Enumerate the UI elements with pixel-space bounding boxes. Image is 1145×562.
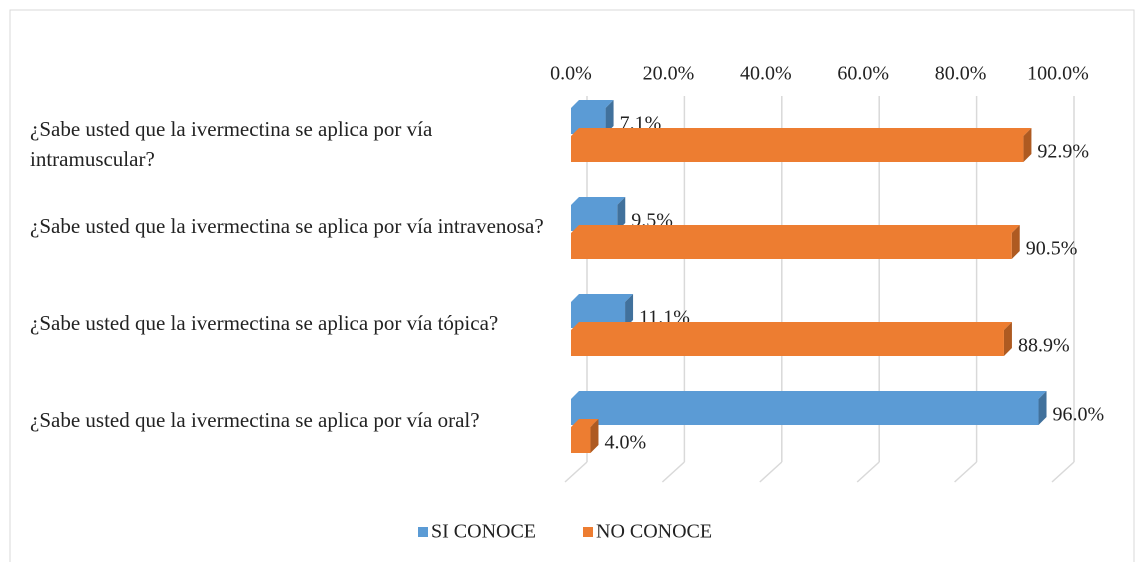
bar-top — [571, 419, 599, 427]
bar — [571, 427, 591, 453]
bar-top — [571, 322, 1012, 330]
grid-floor — [954, 461, 978, 483]
bar-top — [571, 225, 1020, 233]
bar-side — [625, 294, 634, 328]
value-label: 92.9% — [1037, 141, 1089, 163]
bar-top — [571, 128, 1032, 136]
legend-label: NO CONOCE — [596, 521, 712, 543]
legend-swatch — [583, 527, 593, 537]
grid-floor — [661, 461, 685, 483]
bar — [571, 233, 1012, 259]
frame — [9, 9, 1135, 562]
bar-side — [1011, 225, 1020, 259]
value-label: 90.5% — [1026, 238, 1078, 260]
category-label: ¿Sabe usted que la ivermectina se aplica… — [30, 408, 480, 432]
value-label: 4.0% — [604, 432, 646, 454]
value-label: 88.9% — [1018, 335, 1070, 357]
bar-top — [571, 391, 1047, 399]
legend-swatch — [418, 527, 428, 537]
category-label: ¿Sabe usted que la ivermectina se aplica… — [30, 311, 499, 335]
grid-floor — [759, 461, 783, 483]
bar-side — [1003, 322, 1012, 356]
value-label: 96.0% — [1053, 404, 1105, 426]
x-tick-label: 100.0% — [1027, 63, 1089, 85]
bar — [571, 399, 1039, 425]
grid-floor — [856, 461, 880, 483]
legend-label: SI CONOCE — [431, 521, 536, 543]
x-tick-label: 0.0% — [550, 63, 592, 85]
bar-side — [1038, 391, 1047, 425]
grid-floor — [564, 461, 588, 483]
bar-top — [571, 197, 626, 205]
bar-side — [605, 100, 614, 134]
grid-floor — [1051, 461, 1075, 483]
category-label: ¿Sabe usted que la ivermectina se aplica… — [30, 214, 544, 238]
x-tick-label: 80.0% — [935, 63, 987, 85]
x-tick-label: 20.0% — [643, 63, 695, 85]
bar — [571, 136, 1024, 162]
bar-top — [571, 294, 634, 302]
bar — [571, 330, 1004, 356]
bar-side — [617, 197, 626, 231]
category-label: ¿Sabe usted que la ivermectina se aplica… — [30, 117, 433, 171]
bar-top — [571, 100, 614, 108]
x-tick-label: 60.0% — [837, 63, 889, 85]
bar-side — [590, 419, 599, 453]
x-tick-label: 40.0% — [740, 63, 792, 85]
bar-side — [1023, 128, 1032, 162]
